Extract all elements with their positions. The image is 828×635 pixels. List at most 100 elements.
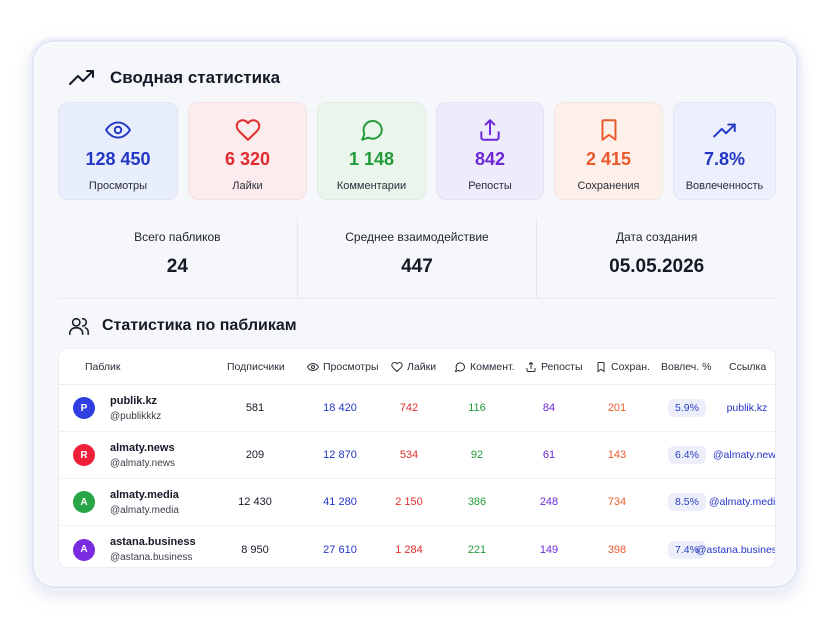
comments-cell: 386 xyxy=(467,496,487,508)
trending-up-icon xyxy=(712,123,736,138)
eye-icon xyxy=(105,121,131,139)
public-link[interactable]: @astana.business xyxy=(695,543,776,556)
reposts-cell: 61 xyxy=(542,449,556,461)
card-saves: 2 415 Сохранения xyxy=(554,102,663,200)
stats-panel: Сводная статистика 128 450 Просмотры 6 3… xyxy=(32,40,798,588)
engagement-badge: 8.5% xyxy=(668,493,706,511)
summary-header: Сводная статистика xyxy=(68,64,280,92)
reposts-cell: 149 xyxy=(539,543,559,556)
comment-icon xyxy=(454,361,466,372)
col-likes[interactable]: Лайки xyxy=(391,349,436,384)
public-name: publik.kz xyxy=(110,394,158,407)
public-link[interactable]: @almaty.news xyxy=(712,449,776,461)
card-likes: 6 320 Лайки xyxy=(188,102,307,200)
eye-icon xyxy=(307,362,319,371)
table-row[interactable]: A astana.business @astana.business 8 950 … xyxy=(59,526,776,567)
saves-cell: 143 xyxy=(607,449,627,461)
likes-cell: 742 xyxy=(399,402,419,414)
engagement-label: Вовлеченность xyxy=(685,180,764,192)
card-engagement: 7.8% Вовлеченность xyxy=(673,102,776,200)
summary-row: Всего пабликов 24 Среднее взаимодействие… xyxy=(58,218,776,298)
summary-value: 05.05.2026 xyxy=(609,256,705,277)
likes-label: Лайки xyxy=(232,180,263,192)
reposts-cell: 84 xyxy=(542,402,556,414)
table-row[interactable]: R almaty.news @almaty.news 209 12 870 534… xyxy=(59,432,776,479)
public-handle: @almaty.news xyxy=(110,457,175,469)
views-label: Просмотры xyxy=(88,180,148,192)
saves-cell: 734 xyxy=(607,496,627,508)
heart-icon xyxy=(235,119,260,141)
likes-cell: 2 150 xyxy=(395,496,423,508)
col-saves-label: Сохран. xyxy=(611,360,650,373)
saves-cell: 201 xyxy=(607,402,627,414)
avatar: A xyxy=(73,491,95,513)
page-title: Сводная статистика xyxy=(110,68,281,87)
engagement-badge: 7.4% xyxy=(668,540,706,559)
summary-label: Всего пабликов xyxy=(134,230,221,244)
col-engagement[interactable]: Вовлеч. % xyxy=(661,360,712,373)
share-icon xyxy=(526,361,536,372)
card-reposts: 842 Репосты xyxy=(436,102,544,200)
views-cell: 41 280 xyxy=(323,496,357,508)
col-comments[interactable]: Коммент. xyxy=(454,349,515,384)
subscribers-cell: 12 430 xyxy=(238,496,272,508)
section-title: Статистика по пабликам xyxy=(102,317,297,334)
views-cell: 27 610 xyxy=(323,543,357,556)
summary-value: 447 xyxy=(401,256,433,277)
bookmark-icon xyxy=(597,361,605,372)
publics-table: Паблик Подписчики Просмотры Лайки Коммен… xyxy=(58,348,776,568)
subscribers-cell: 581 xyxy=(245,402,265,414)
summary-value: 24 xyxy=(166,256,188,277)
saves-value: 2 415 xyxy=(585,149,632,169)
summary-created-date: Дата создания 05.05.2026 xyxy=(536,218,776,298)
col-subscribers[interactable]: Подписчики xyxy=(227,360,285,373)
saves-cell: 398 xyxy=(607,543,627,556)
reposts-cell: 248 xyxy=(539,496,559,508)
col-reposts-label: Репосты xyxy=(541,360,583,373)
avatar: R xyxy=(73,444,95,466)
views-cell: 18 420 xyxy=(323,402,357,414)
card-comments: 1 148 Комментарии xyxy=(317,102,426,200)
avatar: P xyxy=(73,397,95,419)
engagement-badge: 6.4% xyxy=(668,446,706,464)
public-link[interactable]: publik.kz xyxy=(726,402,768,414)
col-link[interactable]: Ссылка xyxy=(729,360,767,373)
col-reposts[interactable]: Репосты xyxy=(525,349,583,384)
comments-value: 1 148 xyxy=(348,149,395,169)
likes-value: 6 320 xyxy=(224,149,271,169)
table-row[interactable]: P publik.kz @publikkkz 581 18 420 742 116… xyxy=(59,385,775,432)
public-handle: @publikkkz xyxy=(110,410,162,422)
saves-label: Сохранения xyxy=(577,180,640,192)
public-name: almaty.media xyxy=(110,488,179,501)
likes-cell: 1 284 xyxy=(395,543,423,556)
views-value: 128 450 xyxy=(85,149,151,169)
avatar: A xyxy=(73,538,95,561)
section-header: Статистика по пабликам xyxy=(68,315,297,337)
comments-label: Комментарии xyxy=(336,180,407,192)
users-icon xyxy=(69,317,89,336)
table-header: Паблик Подписчики Просмотры Лайки Коммен… xyxy=(59,349,775,385)
card-views: 128 450 Просмотры xyxy=(58,102,178,200)
bookmark-icon xyxy=(601,119,616,141)
subscribers-cell: 8 950 xyxy=(241,543,269,556)
comments-cell: 116 xyxy=(468,402,486,414)
heart-icon xyxy=(391,361,403,372)
trending-up-icon xyxy=(69,70,94,85)
col-saves[interactable]: Сохран. xyxy=(595,349,650,384)
views-cell: 12 870 xyxy=(323,449,357,461)
table-row[interactable]: A almaty.media @almaty.media 12 430 41 28… xyxy=(59,479,776,526)
col-views[interactable]: Просмотры xyxy=(307,349,379,384)
public-link[interactable]: @almaty.media xyxy=(708,496,776,508)
public-name: astana.business xyxy=(110,536,196,548)
col-likes-label: Лайки xyxy=(407,360,437,373)
summary-avg-interaction: Среднее взаимодействие 447 xyxy=(296,218,537,298)
reposts-label: Репосты xyxy=(468,180,512,192)
col-public[interactable]: Паблик xyxy=(85,360,121,373)
metric-cards: 128 450 Просмотры 6 320 Лайки 1 148 Комм… xyxy=(58,102,776,200)
comment-icon xyxy=(360,120,383,141)
engagement-value: 7.8% xyxy=(703,149,746,169)
divider xyxy=(58,298,776,299)
subscribers-cell: 209 xyxy=(245,449,265,461)
summary-total-publics: Всего пабликов 24 xyxy=(58,218,297,298)
public-handle: @astana.business xyxy=(110,552,193,563)
